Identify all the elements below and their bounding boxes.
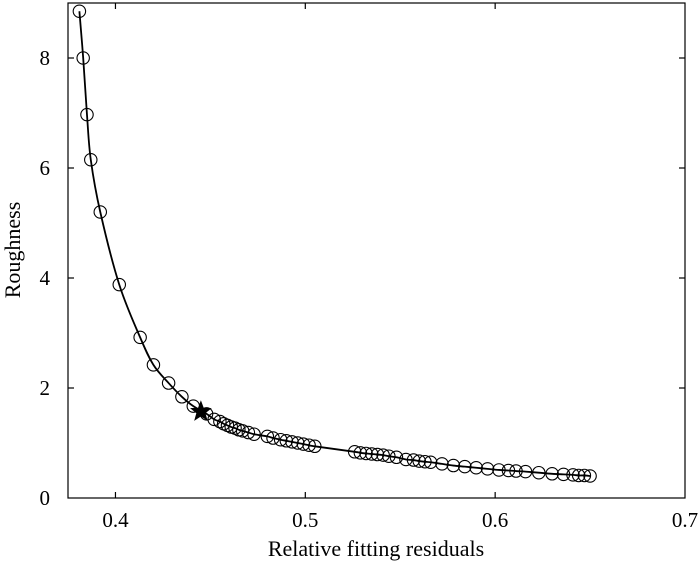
data-point [302, 438, 316, 452]
data-point [376, 448, 390, 462]
fitted-curve [78, 11, 591, 477]
data-point [532, 465, 546, 480]
data-point [399, 452, 413, 467]
data-point [347, 445, 362, 459]
data-point [571, 468, 586, 483]
data-point [241, 425, 256, 440]
data-point [446, 458, 461, 473]
data-point [566, 468, 580, 482]
data-point [458, 459, 472, 474]
data-point [273, 432, 288, 447]
data-point [359, 446, 373, 461]
data-point [353, 446, 368, 460]
x-tick-label: 0.7 [672, 508, 698, 532]
data-point [435, 457, 449, 471]
data-point [308, 439, 322, 454]
data-point [279, 434, 294, 448]
data-point [146, 358, 161, 372]
data-points [72, 4, 597, 483]
data-point [266, 431, 280, 445]
x-tick-label: 0.5 [292, 508, 318, 532]
y-tick-label: 8 [40, 46, 51, 70]
data-point [84, 153, 98, 167]
data-point [556, 467, 571, 482]
x-tick-label: 0.6 [482, 508, 508, 532]
data-point [72, 4, 87, 18]
data-point [296, 437, 311, 451]
data-point [76, 51, 90, 65]
data-point [207, 412, 221, 427]
data-point [583, 469, 597, 483]
axis-ticks [68, 3, 685, 498]
data-point [545, 467, 559, 481]
data-point [577, 468, 592, 483]
data-point [423, 455, 438, 469]
y-tick-labels: 0 2 4 6 8 [40, 46, 51, 510]
data-point [501, 463, 516, 478]
y-tick-label: 4 [40, 266, 51, 290]
data-point [406, 453, 421, 467]
data-point [389, 450, 404, 465]
data-point [93, 205, 108, 219]
data-point [382, 449, 396, 463]
data-point [175, 390, 189, 404]
data-point [480, 462, 495, 476]
y-tick-label: 2 [40, 376, 51, 400]
data-point [260, 429, 275, 444]
data-point [133, 330, 147, 345]
optimal-point-star [190, 400, 212, 421]
data-point [112, 277, 127, 292]
data-point [509, 464, 523, 478]
data-point [365, 447, 379, 461]
y-tick-label: 0 [40, 486, 51, 510]
x-tick-labels: 0.4 0.5 0.6 0.7 [102, 508, 698, 532]
plot-frame [67, 2, 686, 499]
data-point [469, 460, 483, 475]
x-axis-label: Relative fitting residuals [268, 536, 484, 561]
data-point [247, 427, 261, 441]
data-point [492, 463, 506, 477]
data-point [290, 436, 305, 450]
x-tick-label: 0.4 [102, 508, 129, 532]
data-point [518, 464, 533, 479]
data-point [412, 454, 426, 468]
data-point [418, 454, 432, 469]
data-point [285, 435, 299, 449]
data-point [370, 447, 385, 462]
y-tick-label: 6 [40, 156, 51, 180]
data-point [213, 414, 227, 429]
data-point [80, 107, 94, 122]
y-axis-label: Roughness [0, 202, 25, 299]
data-point [161, 376, 176, 390]
